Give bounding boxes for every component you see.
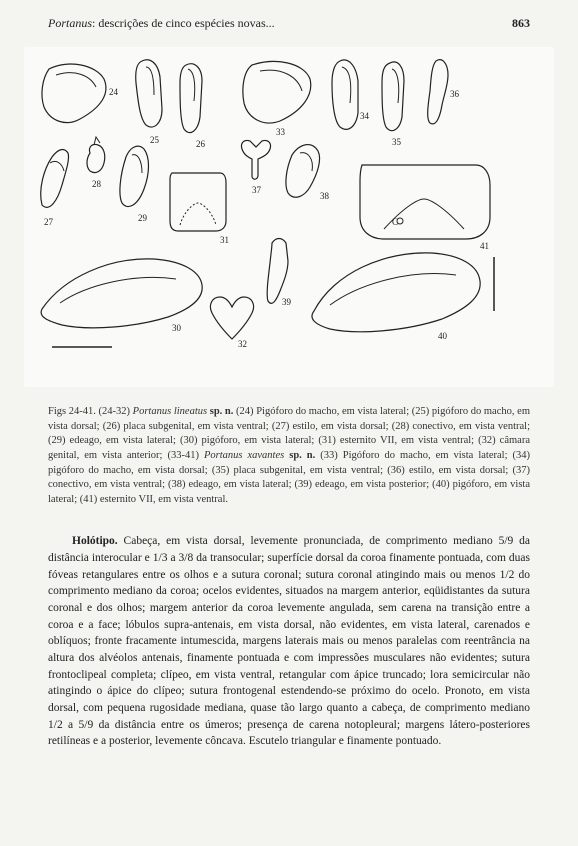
para1-lead: Holótipo. bbox=[72, 535, 118, 547]
fig-label-34: 34 bbox=[360, 111, 370, 121]
header-genus: Portanus bbox=[48, 16, 92, 30]
header-title: Portanus: descrições de cinco espécies n… bbox=[48, 16, 275, 31]
fig-label-25: 25 bbox=[150, 135, 160, 145]
fig-label-40: 40 bbox=[438, 331, 448, 341]
fig-label-38: 38 bbox=[320, 191, 330, 201]
caption-species1: Portanus lineatus bbox=[133, 406, 207, 417]
page: Portanus: descrições de cinco espécies n… bbox=[0, 0, 578, 846]
fig-label-29: 29 bbox=[138, 213, 148, 223]
running-header: Portanus: descrições de cinco espécies n… bbox=[0, 0, 578, 39]
paragraph-1: Holótipo. Cabeça, em vista dorsal, levem… bbox=[48, 533, 530, 750]
para1-text: Cabeça, em vista dorsal, levemente pronu… bbox=[48, 535, 530, 747]
caption-spn1: sp. n. bbox=[207, 406, 233, 417]
fig-label-31: 31 bbox=[220, 235, 229, 245]
header-title-rest: : descrições de cinco espécies novas... bbox=[92, 16, 275, 30]
figure-caption: Figs 24-41. (24-32) Portanus lineatus sp… bbox=[0, 387, 578, 508]
fig-label-41: 41 bbox=[480, 241, 489, 251]
fig-label-27: 27 bbox=[44, 217, 54, 227]
fig-label-32: 32 bbox=[238, 339, 247, 349]
caption-species2: Portanus xavantes bbox=[204, 450, 284, 461]
fig-label-36: 36 bbox=[450, 89, 460, 99]
fig-label-28: 28 bbox=[92, 179, 102, 189]
fig-label-35: 35 bbox=[392, 137, 402, 147]
fig-label-30: 30 bbox=[172, 323, 182, 333]
caption-lead: Figs 24-41. (24-32) bbox=[48, 406, 133, 417]
fig-label-33: 33 bbox=[276, 127, 286, 137]
figure-plate: 24 25 26 33 34 35 36 bbox=[24, 47, 554, 387]
body-text: Holótipo. Cabeça, em vista dorsal, levem… bbox=[0, 508, 578, 778]
fig-label-39: 39 bbox=[282, 297, 292, 307]
figure-svg: 24 25 26 33 34 35 36 bbox=[24, 47, 554, 387]
caption-spn2: sp. n. bbox=[284, 450, 315, 461]
page-number: 863 bbox=[512, 16, 530, 31]
fig-label-26: 26 bbox=[196, 139, 206, 149]
fig-label-37: 37 bbox=[252, 185, 262, 195]
fig-label-C: C bbox=[392, 217, 398, 227]
fig-label-24: 24 bbox=[109, 87, 119, 97]
